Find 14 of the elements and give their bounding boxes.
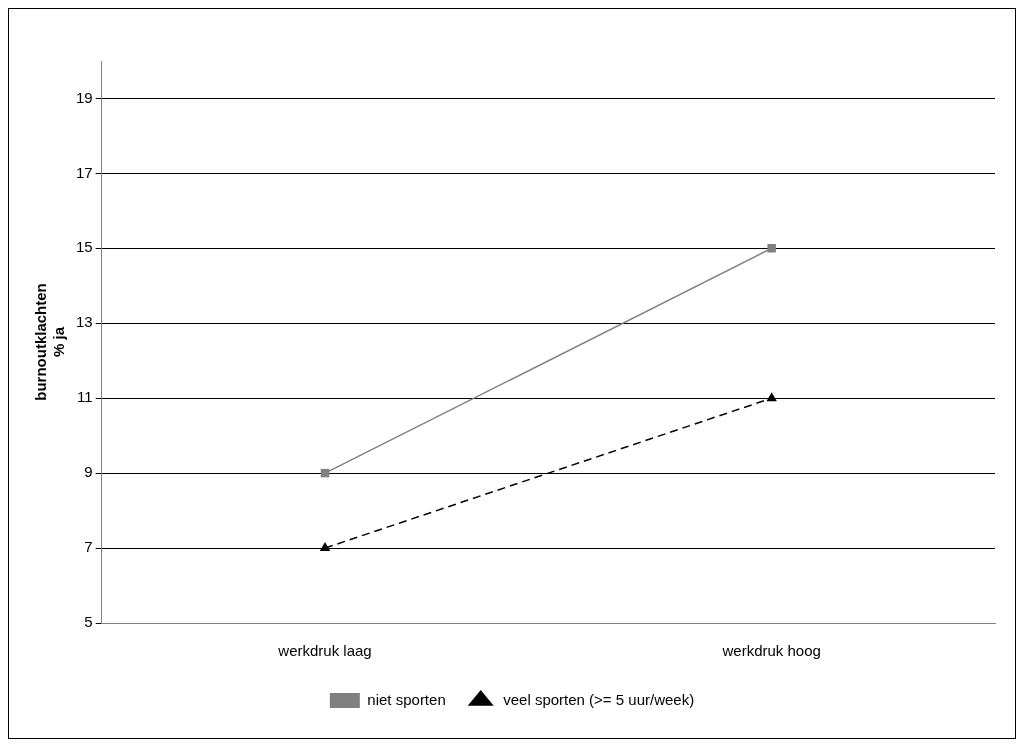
x-tick-label: werkdruk hoog <box>721 642 821 660</box>
legend-label: veel sporten (>= 5 uur/week) <box>503 690 695 708</box>
y-tick-label: 15 <box>76 238 93 256</box>
y-axis-title: burnoutklachten % ja <box>32 283 68 401</box>
x-tick-label: werkdruk laag <box>277 642 372 660</box>
y-tick-label: 17 <box>76 163 93 181</box>
y-tick-label: 7 <box>84 538 93 556</box>
point <box>767 244 776 253</box>
y-tick-label: 13 <box>76 313 93 331</box>
legend-label: niet sporten <box>367 690 446 708</box>
y-tick-label: 5 <box>84 613 93 631</box>
y-tick-label: 9 <box>84 463 93 481</box>
y-tick-label: 11 <box>77 388 93 406</box>
y-tick-label: 19 <box>76 88 93 106</box>
